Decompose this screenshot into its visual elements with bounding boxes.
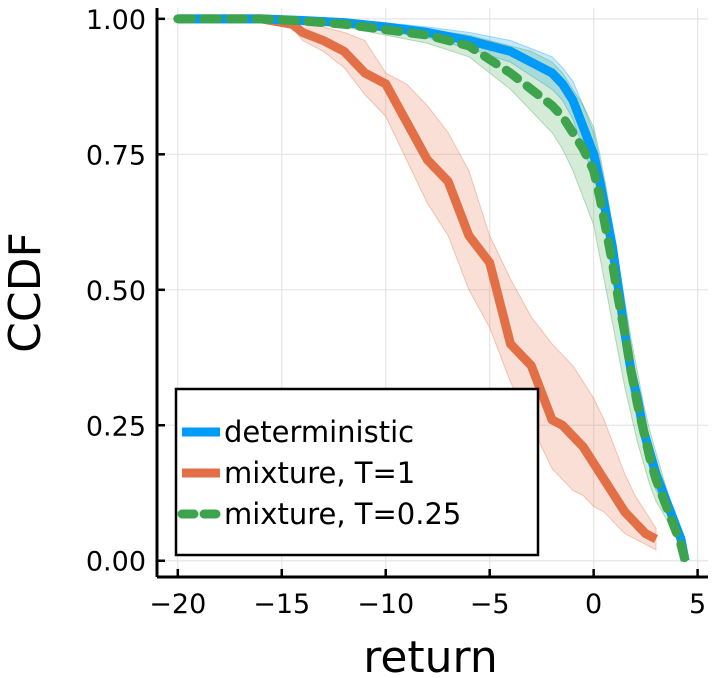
y-tick-label-4: 1.00 [86, 5, 146, 36]
series-layer [173, 14, 690, 566]
x-tick-label-0: −20 [149, 589, 206, 620]
line-series-1 [177, 14, 659, 544]
ticks-layer: −20 −15 −10 −5 0 5 0.00 0.25 0.50 0.75 1.00 [86, 5, 706, 620]
x-tick-label-3: −5 [470, 589, 510, 620]
axes-layer [155, 8, 708, 579]
legend-label-2: mixture, T=0.25 [224, 497, 461, 531]
legend-label-0: deterministic [224, 415, 414, 449]
y-tick-label-0: 0.00 [86, 547, 146, 578]
x-axis-title: return [363, 632, 498, 678]
legend-box [174, 387, 540, 557]
x-tick-label-5: 5 [689, 589, 706, 620]
x-tick-label-2: −10 [357, 589, 414, 620]
legend: deterministic mixture, T=1 mixture, T=0.25 [174, 387, 540, 557]
y-tick-label-1: 0.25 [86, 411, 146, 442]
x-tick-label-4: 0 [585, 589, 602, 620]
y-tick-label-3: 0.75 [86, 140, 146, 171]
legend-label-1: mixture, T=1 [224, 456, 415, 490]
x-tick-label-1: −15 [253, 589, 310, 620]
y-axis-title: CCDF [0, 232, 51, 353]
y-tick-label-2: 0.50 [86, 276, 146, 307]
line-series-2 [173, 14, 690, 566]
